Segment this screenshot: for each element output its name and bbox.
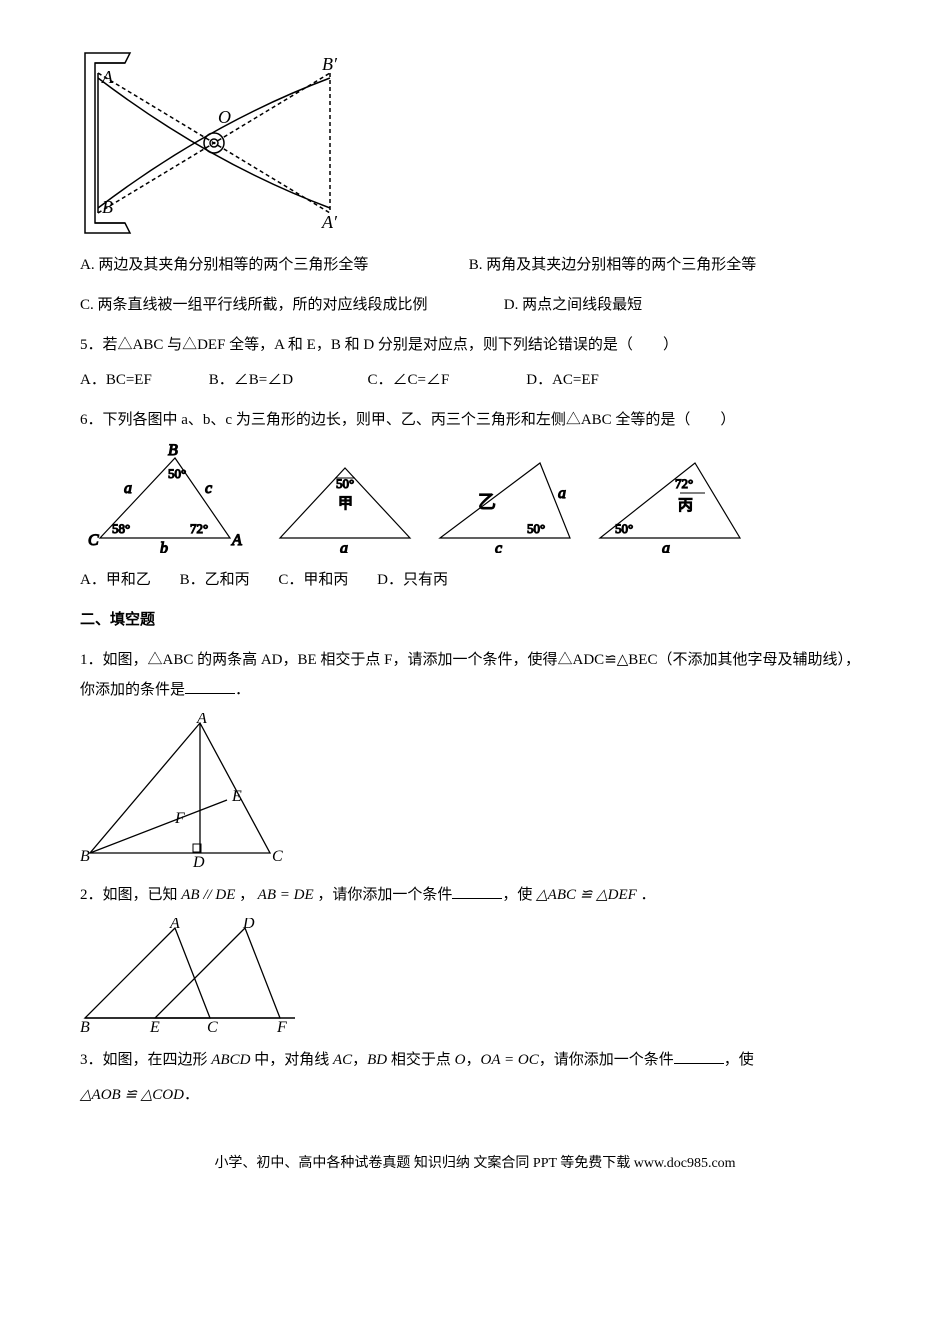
page-footer: 小学、初中、高中各种试卷真题 知识归纳 文案合同 PPT 等免费下载 www.d…	[80, 1150, 870, 1178]
figure-1: A B B′ A′ O	[80, 48, 870, 238]
f3-t1: 3．如图，在四边形	[80, 1052, 211, 1068]
f3-period: ．	[184, 1087, 199, 1103]
q4-opt-d: D. 两点之间线段最短	[504, 290, 642, 320]
svg-text:C: C	[207, 1019, 218, 1033]
label-Ap: A′	[321, 212, 338, 232]
svg-text:丙: 丙	[678, 498, 693, 514]
q6-d: D．只有丙	[377, 565, 448, 595]
svg-text:乙: 乙	[478, 492, 496, 512]
svg-text:A: A	[231, 532, 242, 549]
f2-t1: 2．如图，已知	[80, 887, 178, 903]
svg-text:B: B	[80, 1019, 90, 1033]
blank-1	[185, 678, 235, 694]
svg-text:B: B	[168, 443, 178, 459]
q4-options-2: C. 两条直线被一组平行线所截，所的对应线段成比例 D. 两点之间线段最短	[80, 290, 870, 320]
q5-c: C．∠C=∠F	[368, 365, 498, 395]
f3-t3: 相交于点	[387, 1052, 455, 1068]
svg-text:B: B	[80, 848, 90, 865]
svg-text:c: c	[205, 480, 212, 497]
svg-text:C: C	[272, 848, 283, 865]
q5-a: A．BC=EF	[80, 365, 180, 395]
q5-text: 5．若△ABC 与△DEF 全等，A 和 E，B 和 D 分别是对应点，则下列结…	[80, 330, 870, 360]
f2-c2: AB = DE	[254, 887, 317, 903]
svg-text:A: A	[196, 713, 207, 727]
label-O: O	[218, 107, 231, 127]
footer-text: 小学、初中、高中各种试卷真题 知识归纳 文案合同 PPT 等免费下载 www.d…	[214, 1156, 735, 1171]
fill-1-period: ．	[235, 682, 250, 698]
svg-text:a: a	[124, 480, 132, 497]
q5-b: B．∠B=∠D	[209, 365, 339, 395]
q4-opt-b: B. 两角及其夹边分别相等的两个三角形全等	[469, 250, 757, 280]
label-Bp: B′	[322, 54, 338, 74]
q4-opt-c: C. 两条直线被一组平行线所截，所的对应线段成比例	[80, 290, 475, 320]
section-2-header: 二、填空题	[80, 605, 870, 635]
f3-concl: △AOB ≌ △COD	[80, 1087, 184, 1103]
svg-text:50°: 50°	[527, 521, 545, 536]
blank-2	[452, 883, 502, 899]
q4-options: A. 两边及其夹角分别相等的两个三角形全等 B. 两角及其夹边分别相等的两个三角…	[80, 250, 870, 280]
q5-d: D．AC=EF	[526, 365, 599, 395]
svg-text:72°: 72°	[190, 521, 208, 536]
f3-comma2: ，	[466, 1052, 481, 1068]
f3-cond: OA = OC	[481, 1052, 539, 1068]
svg-text:b: b	[160, 540, 168, 553]
f2-t2: ，请你添加一个条件	[317, 887, 452, 903]
svg-text:a: a	[340, 540, 348, 553]
fill-1: 1．如图，△ABC 的两条高 AD，BE 相交于点 F，请添加一个条件，使得△A…	[80, 645, 870, 705]
svg-text:D: D	[242, 918, 255, 932]
label-B: B	[102, 197, 113, 217]
f3-t5: ，使	[724, 1052, 754, 1068]
f3-comma: ，	[352, 1052, 367, 1068]
q6-c: C．甲和丙	[278, 565, 348, 595]
fill-2-figure: A D B E C F	[80, 918, 870, 1033]
svg-text:E: E	[231, 788, 242, 805]
q4-opt-a: A. 两边及其夹角分别相等的两个三角形全等	[80, 250, 440, 280]
q5-options: A．BC=EF B．∠B=∠D C．∠C=∠F D．AC=EF	[80, 365, 870, 395]
fill-1-figure: A B C D E F	[80, 713, 870, 868]
svg-text:a: a	[662, 540, 670, 553]
fill-3: 3．如图，在四边形 ABCD 中，对角线 AC，BD 相交于点 O，OA = O…	[80, 1045, 870, 1075]
f3-t2: 中，对角线	[250, 1052, 333, 1068]
svg-text:F: F	[174, 810, 185, 827]
label-A: A	[101, 67, 114, 87]
q6-b: B．乙和丙	[180, 565, 250, 595]
svg-text:50°: 50°	[615, 521, 633, 536]
f3-o: O	[455, 1052, 466, 1068]
svg-text:D: D	[192, 854, 205, 868]
fill-3b: △AOB ≌ △COD．	[80, 1080, 870, 1110]
svg-text:c: c	[495, 540, 502, 553]
blank-3	[674, 1048, 724, 1064]
svg-text:72°: 72°	[675, 476, 693, 491]
svg-text:A: A	[169, 918, 180, 932]
svg-text:a: a	[558, 485, 566, 502]
f2-period: ．	[641, 887, 656, 903]
svg-text:E: E	[149, 1019, 160, 1033]
fill-2: 2．如图，已知 AB // DE ， AB = DE ，请你添加一个条件 ，使 △…	[80, 880, 870, 910]
f2-comma1: ，	[239, 887, 254, 903]
q6-text: 6．下列各图中 a、b、c 为三角形的边长，则甲、乙、丙三个三角形和左侧△ABC…	[80, 405, 870, 435]
svg-text:C: C	[88, 532, 99, 549]
q6-a: A．甲和乙	[80, 565, 151, 595]
f2-t3: ，使	[502, 887, 532, 903]
f3-t4: ，请你添加一个条件	[539, 1052, 674, 1068]
svg-text:50°: 50°	[168, 466, 186, 481]
q6-figures: B C A a c b 50° 58° 72° 50° 甲 a 乙 a 50° …	[80, 443, 870, 553]
f2-concl: △ABC ≌ △DEF	[532, 887, 640, 903]
f3-abcd: ABCD	[211, 1052, 250, 1068]
f3-ac: AC	[333, 1052, 352, 1068]
q6-options: A．甲和乙 B．乙和丙 C．甲和丙 D．只有丙	[80, 565, 870, 595]
svg-text:58°: 58°	[112, 521, 130, 536]
svg-text:F: F	[276, 1019, 287, 1033]
f3-bd: BD	[367, 1052, 387, 1068]
f2-c1: AB // DE	[178, 887, 240, 903]
svg-text:甲: 甲	[338, 496, 353, 512]
